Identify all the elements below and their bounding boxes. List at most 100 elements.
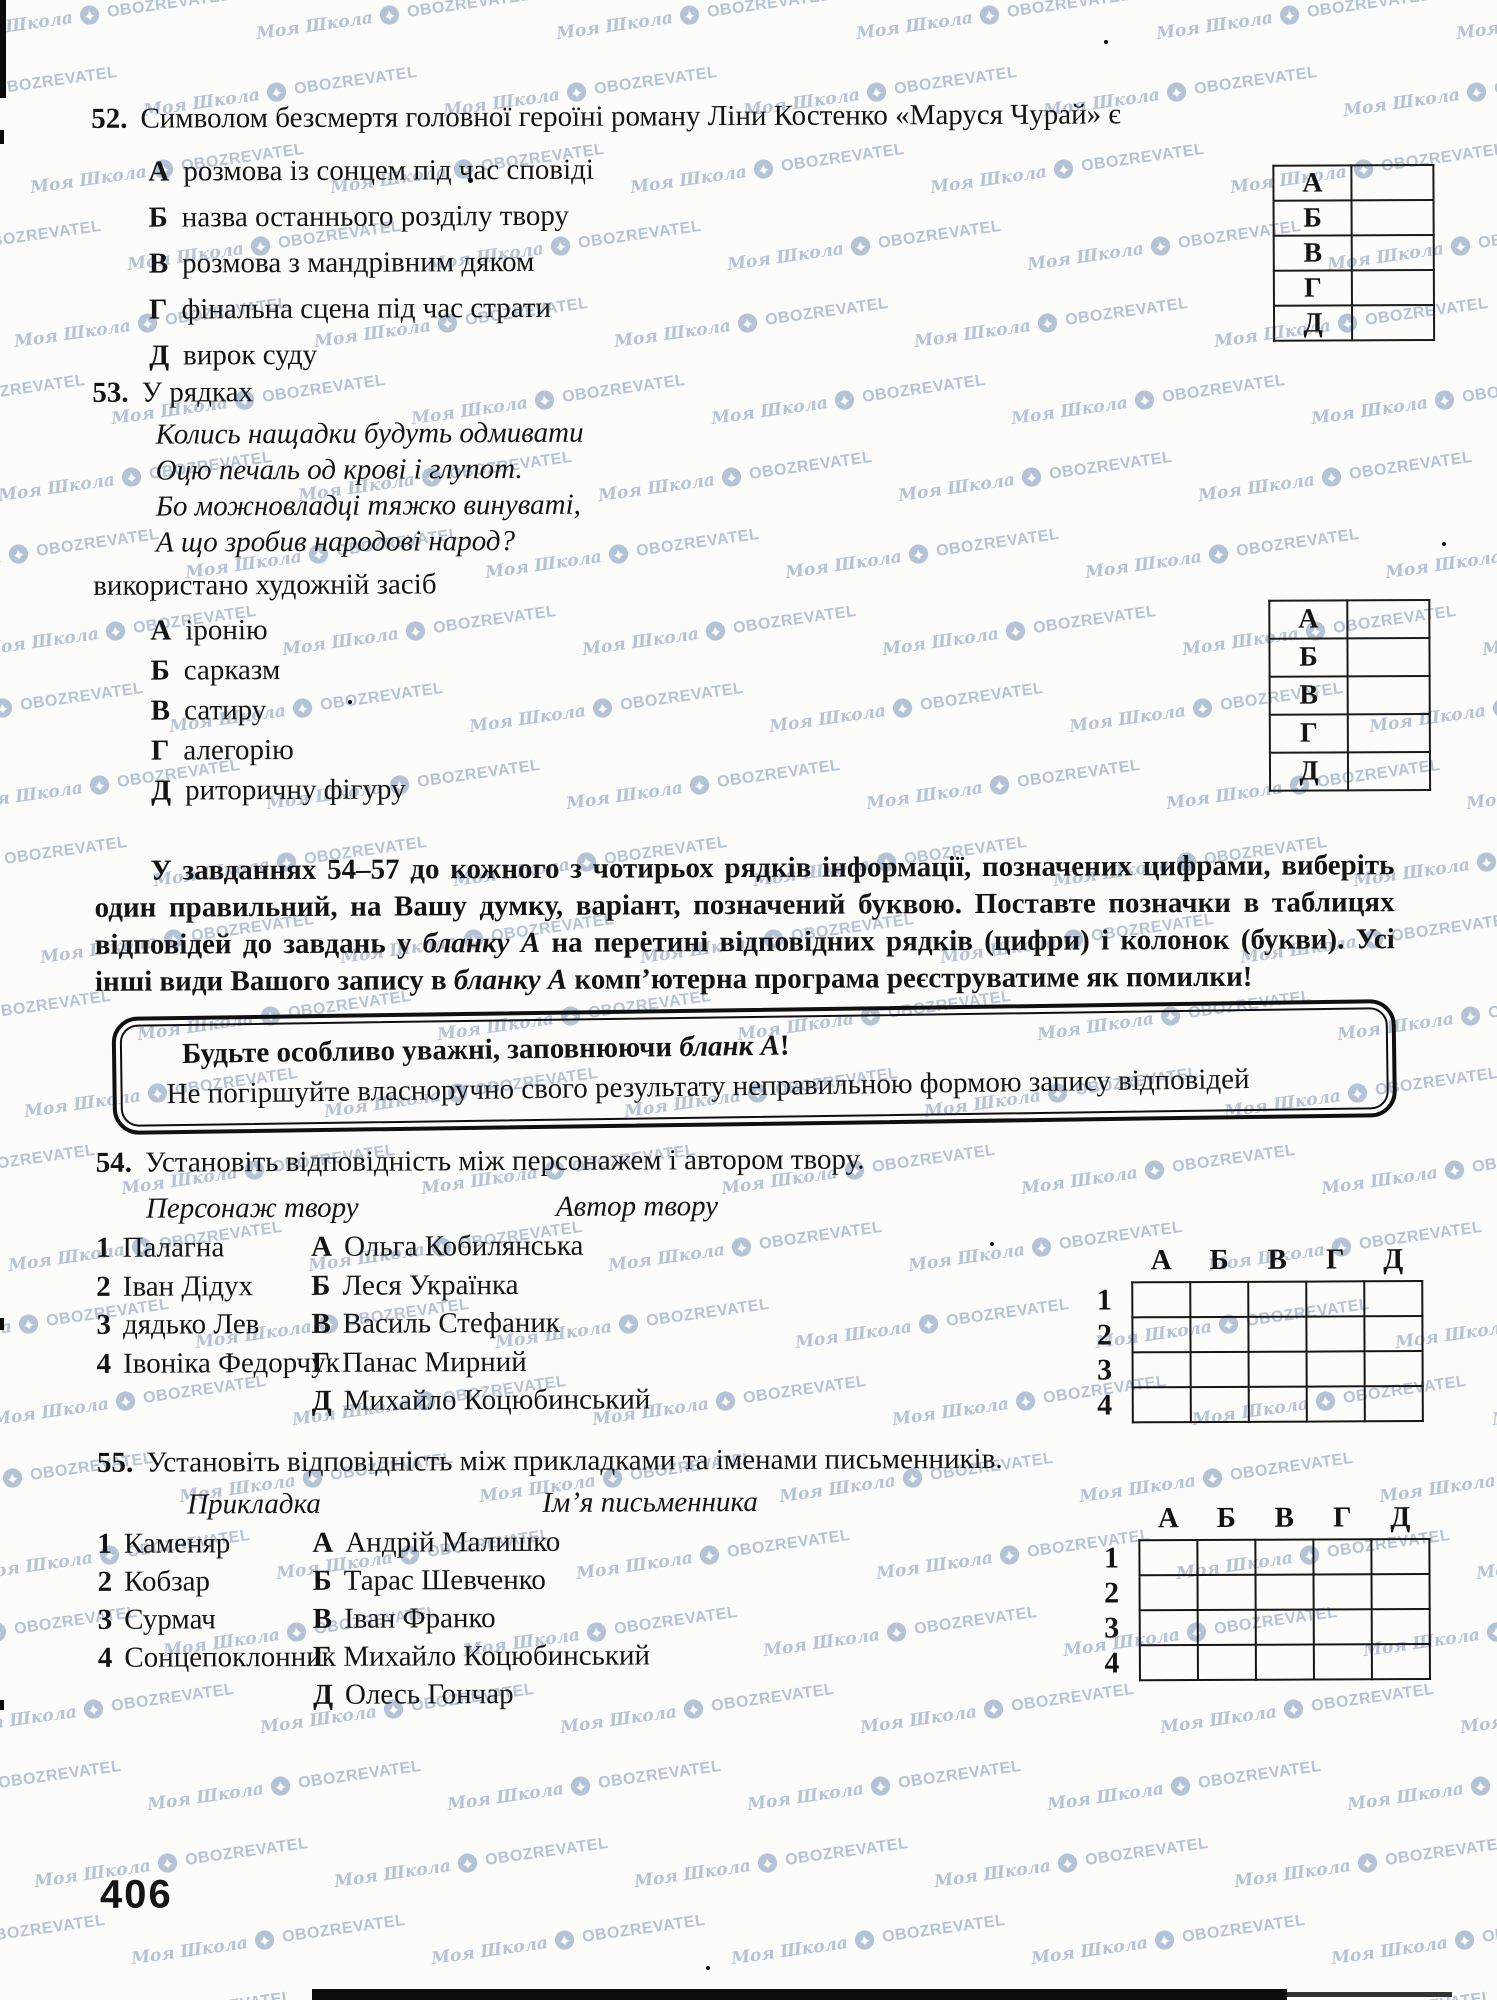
q54-variant-g: Г Панас Мирний	[311, 1342, 650, 1382]
grid-row-header: 2	[1096, 1317, 1113, 1351]
grid-cell	[1306, 1351, 1365, 1387]
option-text: алегорію	[183, 733, 294, 767]
watermark-brand-caps: OBOZREVATEL	[1493, 63, 1497, 98]
obozrevatel-logo-icon	[990, 775, 1010, 795]
grid-row: 3	[1095, 1609, 1430, 1646]
obozrevatel-logo-icon	[535, 390, 555, 410]
q55-item-2: 2 Кобзар	[97, 1562, 335, 1601]
obozrevatel-logo-icon	[851, 236, 871, 256]
question-53-after-text: використано художній засіб	[93, 568, 437, 602]
obozrevatel-logo-icon	[235, 390, 255, 410]
obozrevatel-logo-icon	[1048, 1083, 1068, 1103]
obozrevatel-logo-icon	[138, 313, 158, 333]
obozrevatel-logo-icon	[706, 621, 726, 641]
q54-right-column-header: Автор твору	[555, 1190, 719, 1223]
variant-text: Михайло Коцюбинський	[343, 1383, 651, 1417]
option-letter: В	[150, 694, 171, 727]
q54-left-column-header: Персонаж твору	[145, 1191, 359, 1225]
obozrevatel-logo-icon	[587, 1622, 607, 1642]
obozrevatel-logo-icon	[1290, 775, 1310, 795]
obozrevatel-logo-icon	[722, 467, 742, 487]
item-text: Сонцепоклонник	[124, 1640, 336, 1674]
answer-row: В	[1273, 235, 1434, 271]
obozrevatel-logo-icon	[571, 1776, 591, 1796]
obozrevatel-logo-icon	[1006, 621, 1026, 641]
obozrevatel-logo-icon	[716, 1391, 736, 1411]
question-52-text: Символом безсмертя головної героїні рома…	[140, 98, 1121, 135]
obozrevatel-logo-icon	[1487, 1622, 1497, 1642]
obozrevatel-logo-icon	[1322, 467, 1342, 487]
answer-letter: А	[1269, 600, 1348, 639]
obozrevatel-logo-icon	[309, 544, 329, 564]
obozrevatel-logo-icon	[593, 698, 613, 718]
obozrevatel-logo-icon	[609, 544, 629, 564]
answer-cell	[1351, 270, 1434, 306]
option-letter: Б	[150, 654, 170, 687]
question-53-number: 53.	[92, 376, 129, 409]
question-53-lead: У рядках	[141, 376, 254, 409]
item-number: 1	[97, 1527, 112, 1560]
question-53-title: 53. У рядках	[92, 372, 253, 413]
obozrevatel-logo-icon	[1193, 698, 1213, 718]
grid-row: 4	[1088, 1386, 1423, 1423]
option-text: сатиру	[184, 694, 267, 727]
answer-row: В	[1269, 676, 1430, 715]
obozrevatel-logo-icon	[255, 1930, 275, 1950]
item-text: Каменяр	[123, 1527, 231, 1560]
question-55-number: 55.	[96, 1446, 134, 1479]
variant-text: Іван Франко	[343, 1602, 496, 1635]
grid-row: 3	[1088, 1351, 1423, 1388]
obozrevatel-logo-icon	[603, 1468, 623, 1488]
question-54-text: Установіть відповідність між персонажем …	[144, 1143, 865, 1179]
option-letter: Д	[149, 339, 170, 372]
grid-col-header: В	[1274, 1501, 1295, 1534]
grid-cell	[1313, 1574, 1372, 1610]
obozrevatel-logo-icon	[619, 1314, 639, 1334]
item-text: Іван Дідух	[122, 1269, 254, 1303]
item-text: Сурмач	[124, 1603, 216, 1636]
grid-cell	[1139, 1540, 1198, 1576]
grid-col-header: Г	[1332, 1501, 1352, 1534]
grid-cell	[1197, 1644, 1256, 1681]
obozrevatel-logo-icon	[9, 544, 29, 564]
grid-cell	[1139, 1645, 1198, 1681]
variant-letter: А	[312, 1526, 334, 1559]
variant-text: Олесь Гончар	[344, 1678, 514, 1711]
obozrevatel-logo-icon	[887, 1622, 907, 1642]
instruction-paragraph: У завданнях 54–57 до кожного з чотирьох …	[94, 847, 1395, 1001]
obozrevatel-logo-icon	[1161, 1006, 1181, 1026]
scan-artifact-edge-tick	[0, 130, 4, 144]
grid-corner	[1094, 1502, 1139, 1540]
obozrevatel-logo-icon	[845, 1160, 865, 1180]
grid-cell	[1306, 1316, 1365, 1352]
